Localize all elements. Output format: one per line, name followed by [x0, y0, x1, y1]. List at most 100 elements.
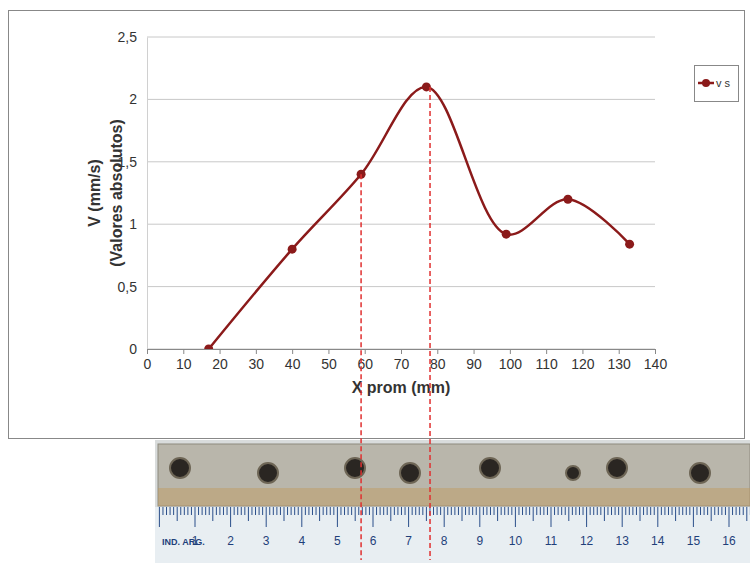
ruler-tick	[465, 507, 466, 515]
ruler-tick	[173, 507, 174, 515]
ruler-tick	[704, 507, 705, 515]
ruler-tick	[191, 507, 192, 515]
x-tick-label: 90	[466, 356, 482, 372]
ruler-tick	[739, 507, 740, 515]
y-axis-title: V (mm/s)	[86, 159, 103, 227]
ruler-tick	[177, 507, 178, 521]
legend: v s	[695, 66, 739, 102]
legend-label: v s	[716, 77, 731, 89]
ruler-tick	[383, 507, 384, 515]
ruler-tick	[351, 507, 352, 515]
ruler-number: 11	[545, 534, 558, 548]
ruler-tick	[259, 507, 260, 515]
ruler-tick	[483, 507, 484, 515]
x-tick-mark	[401, 349, 402, 354]
ruler-tick	[746, 507, 747, 521]
ruler-tick	[668, 507, 669, 515]
specimen-hole	[480, 458, 500, 478]
ruler-tick	[237, 507, 238, 515]
ruler-tick	[607, 507, 608, 515]
ruler-number: 6	[370, 534, 377, 548]
specimen-hole	[566, 466, 580, 480]
x-tick-mark	[220, 349, 221, 354]
ruler-tick	[586, 507, 587, 527]
ruler	[155, 507, 750, 563]
ruler-tick	[269, 507, 270, 515]
x-tick-label: 100	[499, 356, 523, 372]
ruler-tick	[664, 507, 665, 515]
x-tick-label: 10	[176, 356, 192, 372]
ruler-tick	[696, 507, 697, 515]
ruler-tick	[529, 507, 530, 515]
series-point	[502, 230, 511, 239]
ruler-tick	[718, 507, 719, 515]
ruler-tick	[205, 507, 206, 515]
x-tick-mark	[365, 349, 366, 354]
ruler-tick	[301, 507, 302, 527]
ruler-tick	[551, 507, 552, 527]
ruler-tick	[337, 507, 338, 527]
ruler-number: 5	[334, 534, 341, 548]
ruler-tick	[732, 507, 733, 515]
y-axis-title: (Valores absolutos)	[108, 119, 125, 267]
x-tick-mark	[582, 349, 583, 354]
plot-area	[204, 82, 634, 349]
ruler-tick	[625, 507, 626, 515]
ruler-tick	[195, 507, 196, 527]
ruler-tick	[212, 507, 213, 521]
ruler-tick	[515, 507, 516, 527]
ruler-tick	[657, 507, 658, 527]
ruler-tick	[511, 507, 512, 515]
specimen-hole	[345, 458, 365, 478]
ruler-tick	[632, 507, 633, 515]
ruler-tick	[187, 507, 188, 515]
x-tick-mark	[546, 349, 547, 354]
ruler-tick	[433, 507, 434, 515]
ruler-tick	[725, 507, 726, 515]
ruler-tick	[419, 507, 420, 515]
specimen-photo: IND. ARG.12345678910111213141516	[155, 440, 750, 563]
x-axis-line	[148, 350, 656, 355]
ruler-tick	[365, 507, 366, 515]
y-tick-label: 2	[129, 91, 137, 107]
x-tick: 90	[466, 349, 482, 372]
ruler-tick	[369, 507, 370, 515]
ruler-tick	[675, 507, 676, 521]
y-tick: 1	[129, 216, 147, 232]
ruler-tick	[654, 507, 655, 515]
grid-line	[147, 99, 655, 100]
x-tick: 30	[249, 349, 265, 372]
ruler-number: 4	[298, 534, 305, 548]
ruler-tick	[597, 507, 598, 515]
x-tick-label: 120	[571, 356, 595, 372]
ruler-tick	[494, 507, 495, 515]
ruler-tick	[255, 507, 256, 515]
specimen-rust	[158, 488, 750, 506]
ruler-number: 14	[651, 534, 665, 548]
ruler-tick	[162, 507, 163, 515]
ruler-tick	[305, 507, 306, 515]
x-tick: 10	[176, 349, 192, 372]
ruler-tick	[640, 507, 641, 521]
x-tick-mark	[256, 349, 257, 354]
ruler-tick	[262, 507, 263, 515]
x-tick: 20	[212, 349, 228, 372]
ruler-tick	[426, 507, 427, 521]
ruler-tick	[287, 507, 288, 515]
ruler-tick	[533, 507, 534, 521]
ruler-tick	[476, 507, 477, 515]
x-tick: 110	[535, 349, 558, 372]
ruler-tick	[615, 507, 616, 515]
ruler-tick	[159, 507, 160, 527]
ruler-tick	[689, 507, 690, 515]
y-axis-line	[147, 38, 148, 350]
ruler-number: 9	[476, 534, 483, 548]
series-line	[209, 87, 630, 349]
ruler-tick	[444, 507, 445, 527]
y-tick-label: 1	[129, 216, 137, 232]
ruler-tick	[458, 507, 459, 515]
ruler-tick	[184, 507, 185, 515]
x-tick: 80	[430, 349, 446, 372]
x-tick-label: 40	[285, 356, 301, 372]
ruler-tick	[714, 507, 715, 515]
